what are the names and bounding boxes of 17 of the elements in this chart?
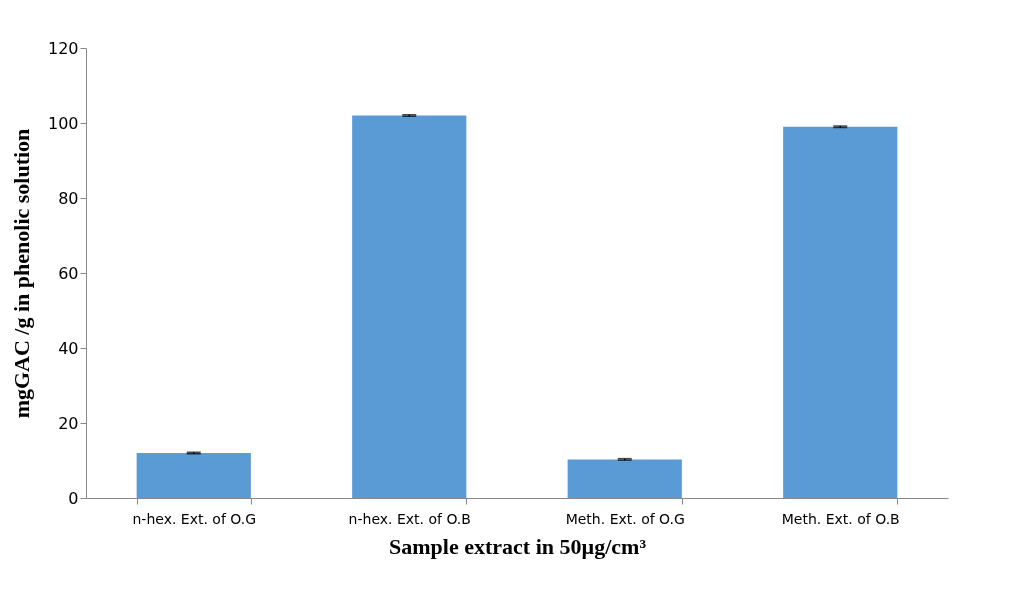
y-tick-label: 120 — [47, 38, 79, 58]
bar — [352, 115, 467, 498]
bar — [567, 459, 682, 498]
y-tick-label: 20 — [58, 413, 79, 433]
bar — [136, 453, 251, 498]
x-tick-label: n-hex. Ext. of O.G — [132, 510, 257, 527]
x-tick-label: Meth. Ext. of O.G — [565, 510, 685, 527]
y-tick-label: 0 — [68, 488, 79, 508]
x-tick-label: n-hex. Ext. of O.B — [348, 510, 471, 527]
y-tick-label: 80 — [58, 188, 79, 208]
x-tick-label: Meth. Ext. of O.B — [781, 510, 900, 527]
y-tick-label: 60 — [58, 263, 79, 283]
y-axis-title: mgGAC /g in phenolic solution — [8, 128, 34, 419]
y-tick-label: 100 — [47, 113, 79, 133]
bar — [783, 126, 898, 498]
x-axis-title: Sample extract in 50µg/cm³ — [389, 533, 647, 559]
y-tick-label: 40 — [58, 338, 79, 358]
